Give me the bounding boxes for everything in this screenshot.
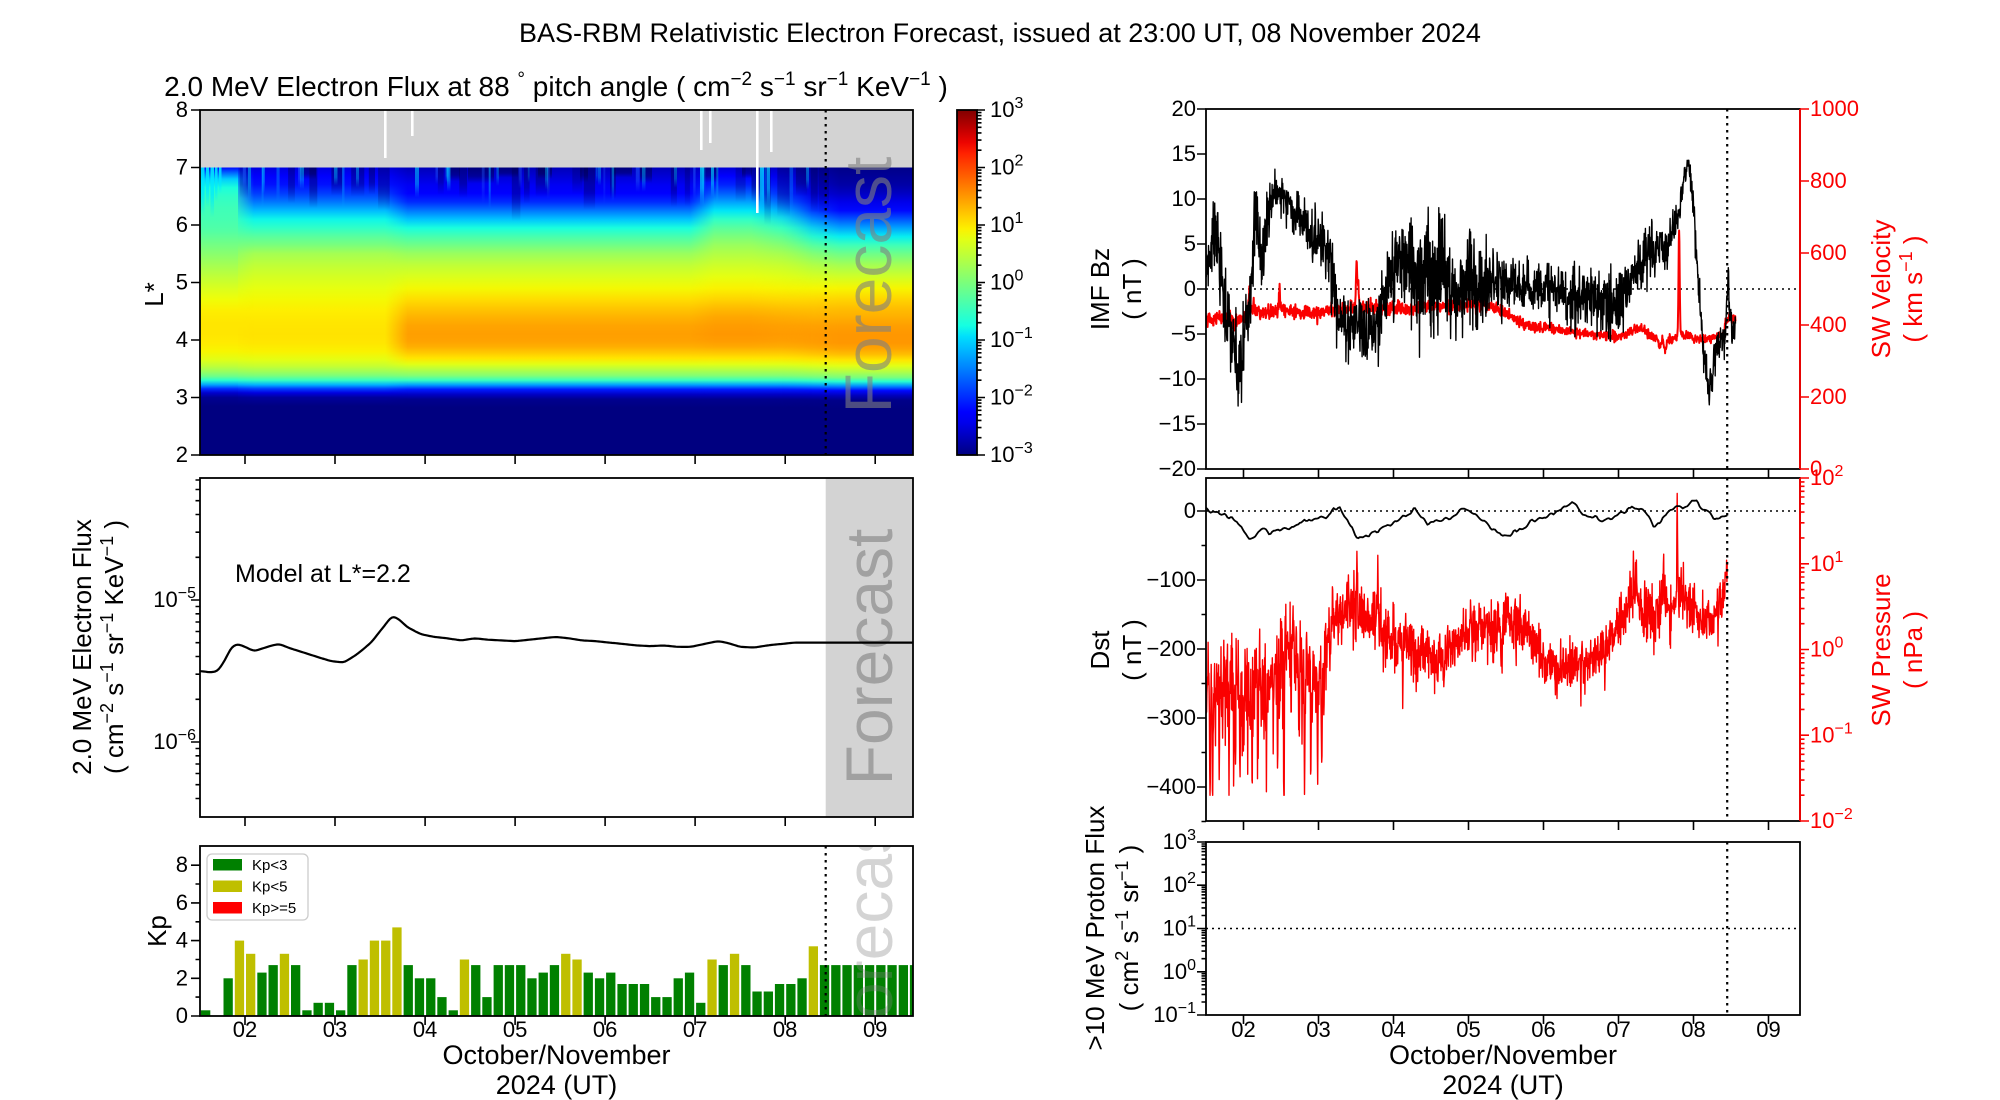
svg-text:5: 5 [176, 270, 188, 295]
svg-text:Dst: Dst [1085, 630, 1115, 670]
svg-text:15: 15 [1172, 141, 1196, 166]
svg-text:BAS-RBM Relativistic Electron: BAS-RBM Relativistic Electron Forecast, … [519, 18, 1481, 48]
svg-text:SW Pressure: SW Pressure [1866, 573, 1896, 726]
svg-text:4: 4 [176, 928, 188, 953]
svg-text:7: 7 [176, 155, 188, 180]
svg-text:08: 08 [773, 1017, 797, 1042]
svg-text:−400: −400 [1146, 774, 1196, 799]
svg-text:600: 600 [1810, 240, 1847, 265]
svg-text:( nPa ): ( nPa ) [1898, 611, 1928, 689]
svg-text:05: 05 [503, 1017, 527, 1042]
svg-text:−10: −10 [1159, 366, 1196, 391]
svg-text:2.0 MeV Electron Flux at 88 °: 2.0 MeV Electron Flux at 88 ° pitch angl… [164, 69, 948, 102]
svg-text:0: 0 [1810, 456, 1822, 481]
svg-text:2: 2 [176, 442, 188, 467]
svg-text:October/November: October/November [442, 1040, 670, 1070]
svg-text:Forecast: Forecast [832, 803, 906, 1060]
svg-text:−20: −20 [1159, 456, 1196, 481]
svg-text:03: 03 [323, 1017, 347, 1042]
svg-text:2024 (UT): 2024 (UT) [1442, 1070, 1564, 1100]
svg-text:SW Velocity: SW Velocity [1866, 220, 1896, 359]
svg-text:400: 400 [1810, 312, 1847, 337]
svg-text:( km s−1 ): ( km s−1 ) [1896, 235, 1928, 342]
svg-text:02: 02 [233, 1017, 257, 1042]
svg-text:−15: −15 [1159, 411, 1196, 436]
svg-text:0: 0 [1184, 498, 1196, 523]
svg-text:−100: −100 [1146, 567, 1196, 592]
svg-text:Kp<3: Kp<3 [252, 857, 287, 874]
svg-text:02: 02 [1231, 1017, 1255, 1042]
svg-text:06: 06 [593, 1017, 617, 1042]
svg-text:Kp>=5: Kp>=5 [252, 900, 296, 917]
svg-text:08: 08 [1681, 1017, 1705, 1042]
svg-text:10−1: 10−1 [1810, 720, 1853, 747]
svg-text:−300: −300 [1146, 705, 1196, 730]
svg-text:L*: L* [139, 282, 169, 307]
svg-text:6: 6 [176, 890, 188, 915]
svg-text:Model at L*=2.2: Model at L*=2.2 [235, 560, 411, 588]
svg-text:09: 09 [863, 1017, 887, 1042]
svg-text:−200: −200 [1146, 636, 1196, 661]
svg-text:07: 07 [683, 1017, 707, 1042]
svg-text:( nT ): ( nT ) [1117, 619, 1147, 681]
svg-text:0: 0 [176, 1003, 188, 1028]
svg-text:07: 07 [1606, 1017, 1630, 1042]
svg-text:09: 09 [1756, 1017, 1780, 1042]
svg-text:Kp: Kp [142, 915, 172, 947]
svg-text:0: 0 [1184, 276, 1196, 301]
svg-text:04: 04 [413, 1017, 437, 1042]
svg-text:03: 03 [1306, 1017, 1330, 1042]
svg-text:5: 5 [1184, 231, 1196, 256]
svg-text:( nT ): ( nT ) [1117, 258, 1147, 320]
svg-text:Kp<5: Kp<5 [252, 879, 287, 896]
svg-text:6: 6 [176, 212, 188, 237]
svg-text:Forecast: Forecast [832, 529, 906, 786]
svg-text:101: 101 [1163, 914, 1196, 941]
svg-text:−5: −5 [1171, 321, 1196, 346]
svg-text:2024 (UT): 2024 (UT) [496, 1070, 618, 1100]
svg-text:04: 04 [1381, 1017, 1405, 1042]
svg-text:October/November: October/November [1389, 1040, 1617, 1070]
svg-text:Forecast: Forecast [831, 157, 905, 414]
svg-text:8: 8 [176, 97, 188, 122]
svg-text:06: 06 [1531, 1017, 1555, 1042]
svg-text:8: 8 [176, 852, 188, 877]
svg-text:( cm−2 s−1 sr−1 KeV−1 ): ( cm−2 s−1 sr−1 KeV−1 ) [97, 520, 129, 774]
svg-text:3: 3 [176, 385, 188, 410]
svg-text:1000: 1000 [1810, 96, 1859, 121]
svg-text:20: 20 [1172, 96, 1196, 121]
svg-text:2.0 MeV Electron Flux: 2.0 MeV Electron Flux [67, 519, 97, 775]
svg-text:2: 2 [176, 965, 188, 990]
svg-text:4: 4 [176, 327, 188, 352]
svg-text:200: 200 [1810, 384, 1847, 409]
svg-text:05: 05 [1456, 1017, 1480, 1042]
svg-text:IMF Bz: IMF Bz [1085, 248, 1115, 330]
svg-text:10: 10 [1172, 186, 1196, 211]
svg-text:>10 MeV Proton Flux: >10 MeV Proton Flux [1080, 806, 1110, 1051]
svg-text:800: 800 [1810, 168, 1847, 193]
